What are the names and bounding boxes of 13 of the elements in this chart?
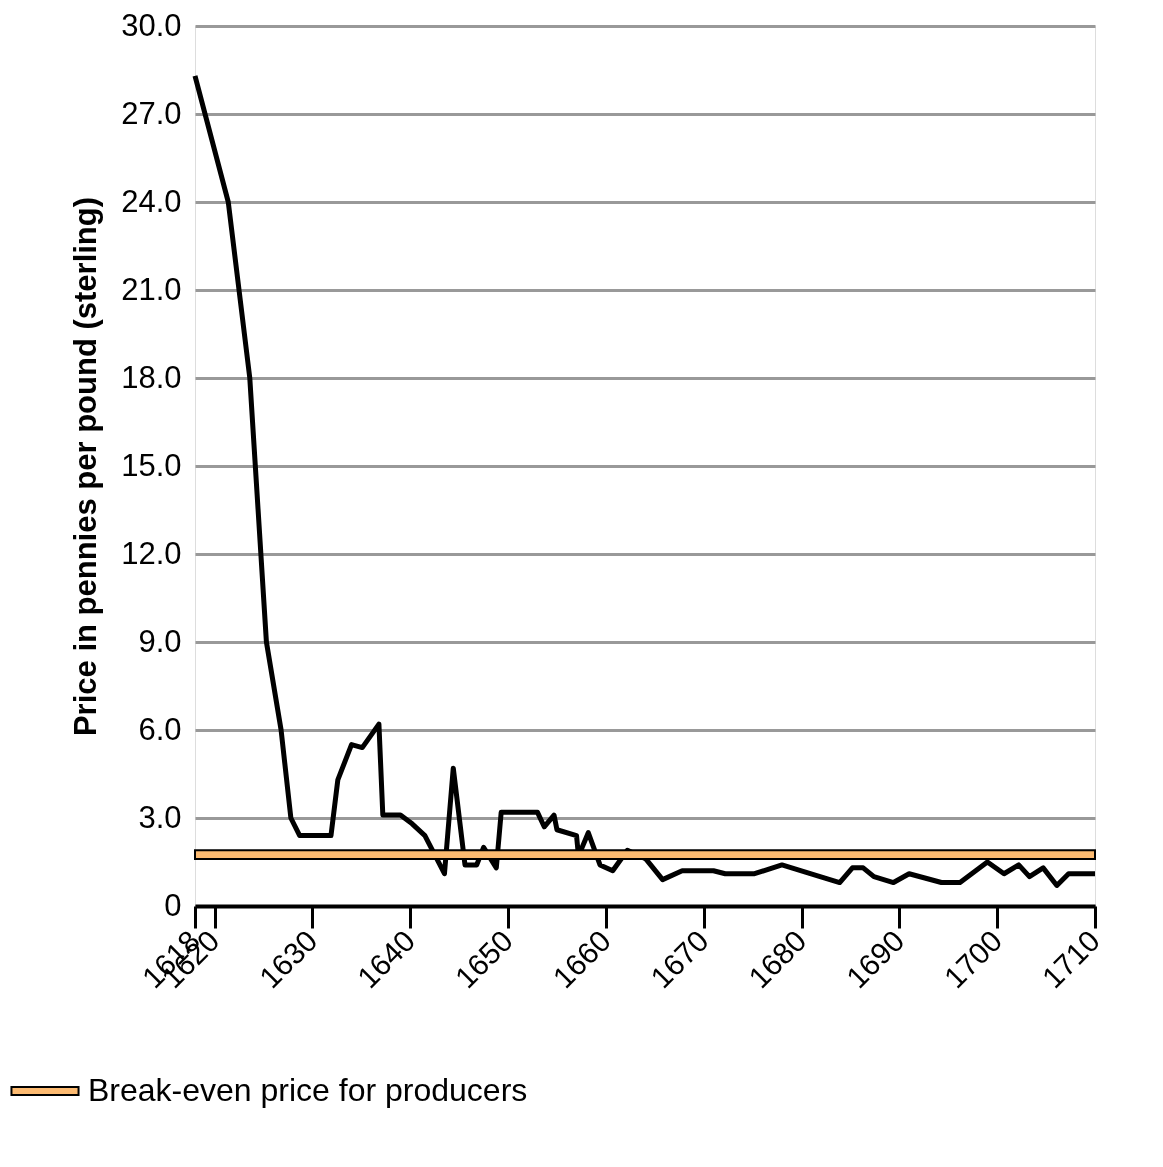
y-tick-label: 18.0 — [121, 359, 182, 395]
y-axis-title: Price in pennies per pound (sterling) — [68, 196, 104, 737]
y-tick-label: 12.0 — [121, 535, 182, 571]
y-tick-label: 27.0 — [121, 95, 182, 131]
y-tick-label: 15.0 — [121, 447, 182, 483]
y-tick-label: 24.0 — [121, 183, 182, 219]
y-tick-label: 6.0 — [138, 711, 182, 747]
y-tick-label: 21.0 — [121, 271, 182, 307]
y-tick-label: 30.0 — [121, 7, 182, 43]
legend-label: Break-even price for producers — [88, 1072, 528, 1108]
y-tick-label: 3.0 — [138, 799, 182, 835]
y-tick-label: 9.0 — [138, 623, 182, 659]
y-tick-label: 0 — [164, 887, 182, 923]
